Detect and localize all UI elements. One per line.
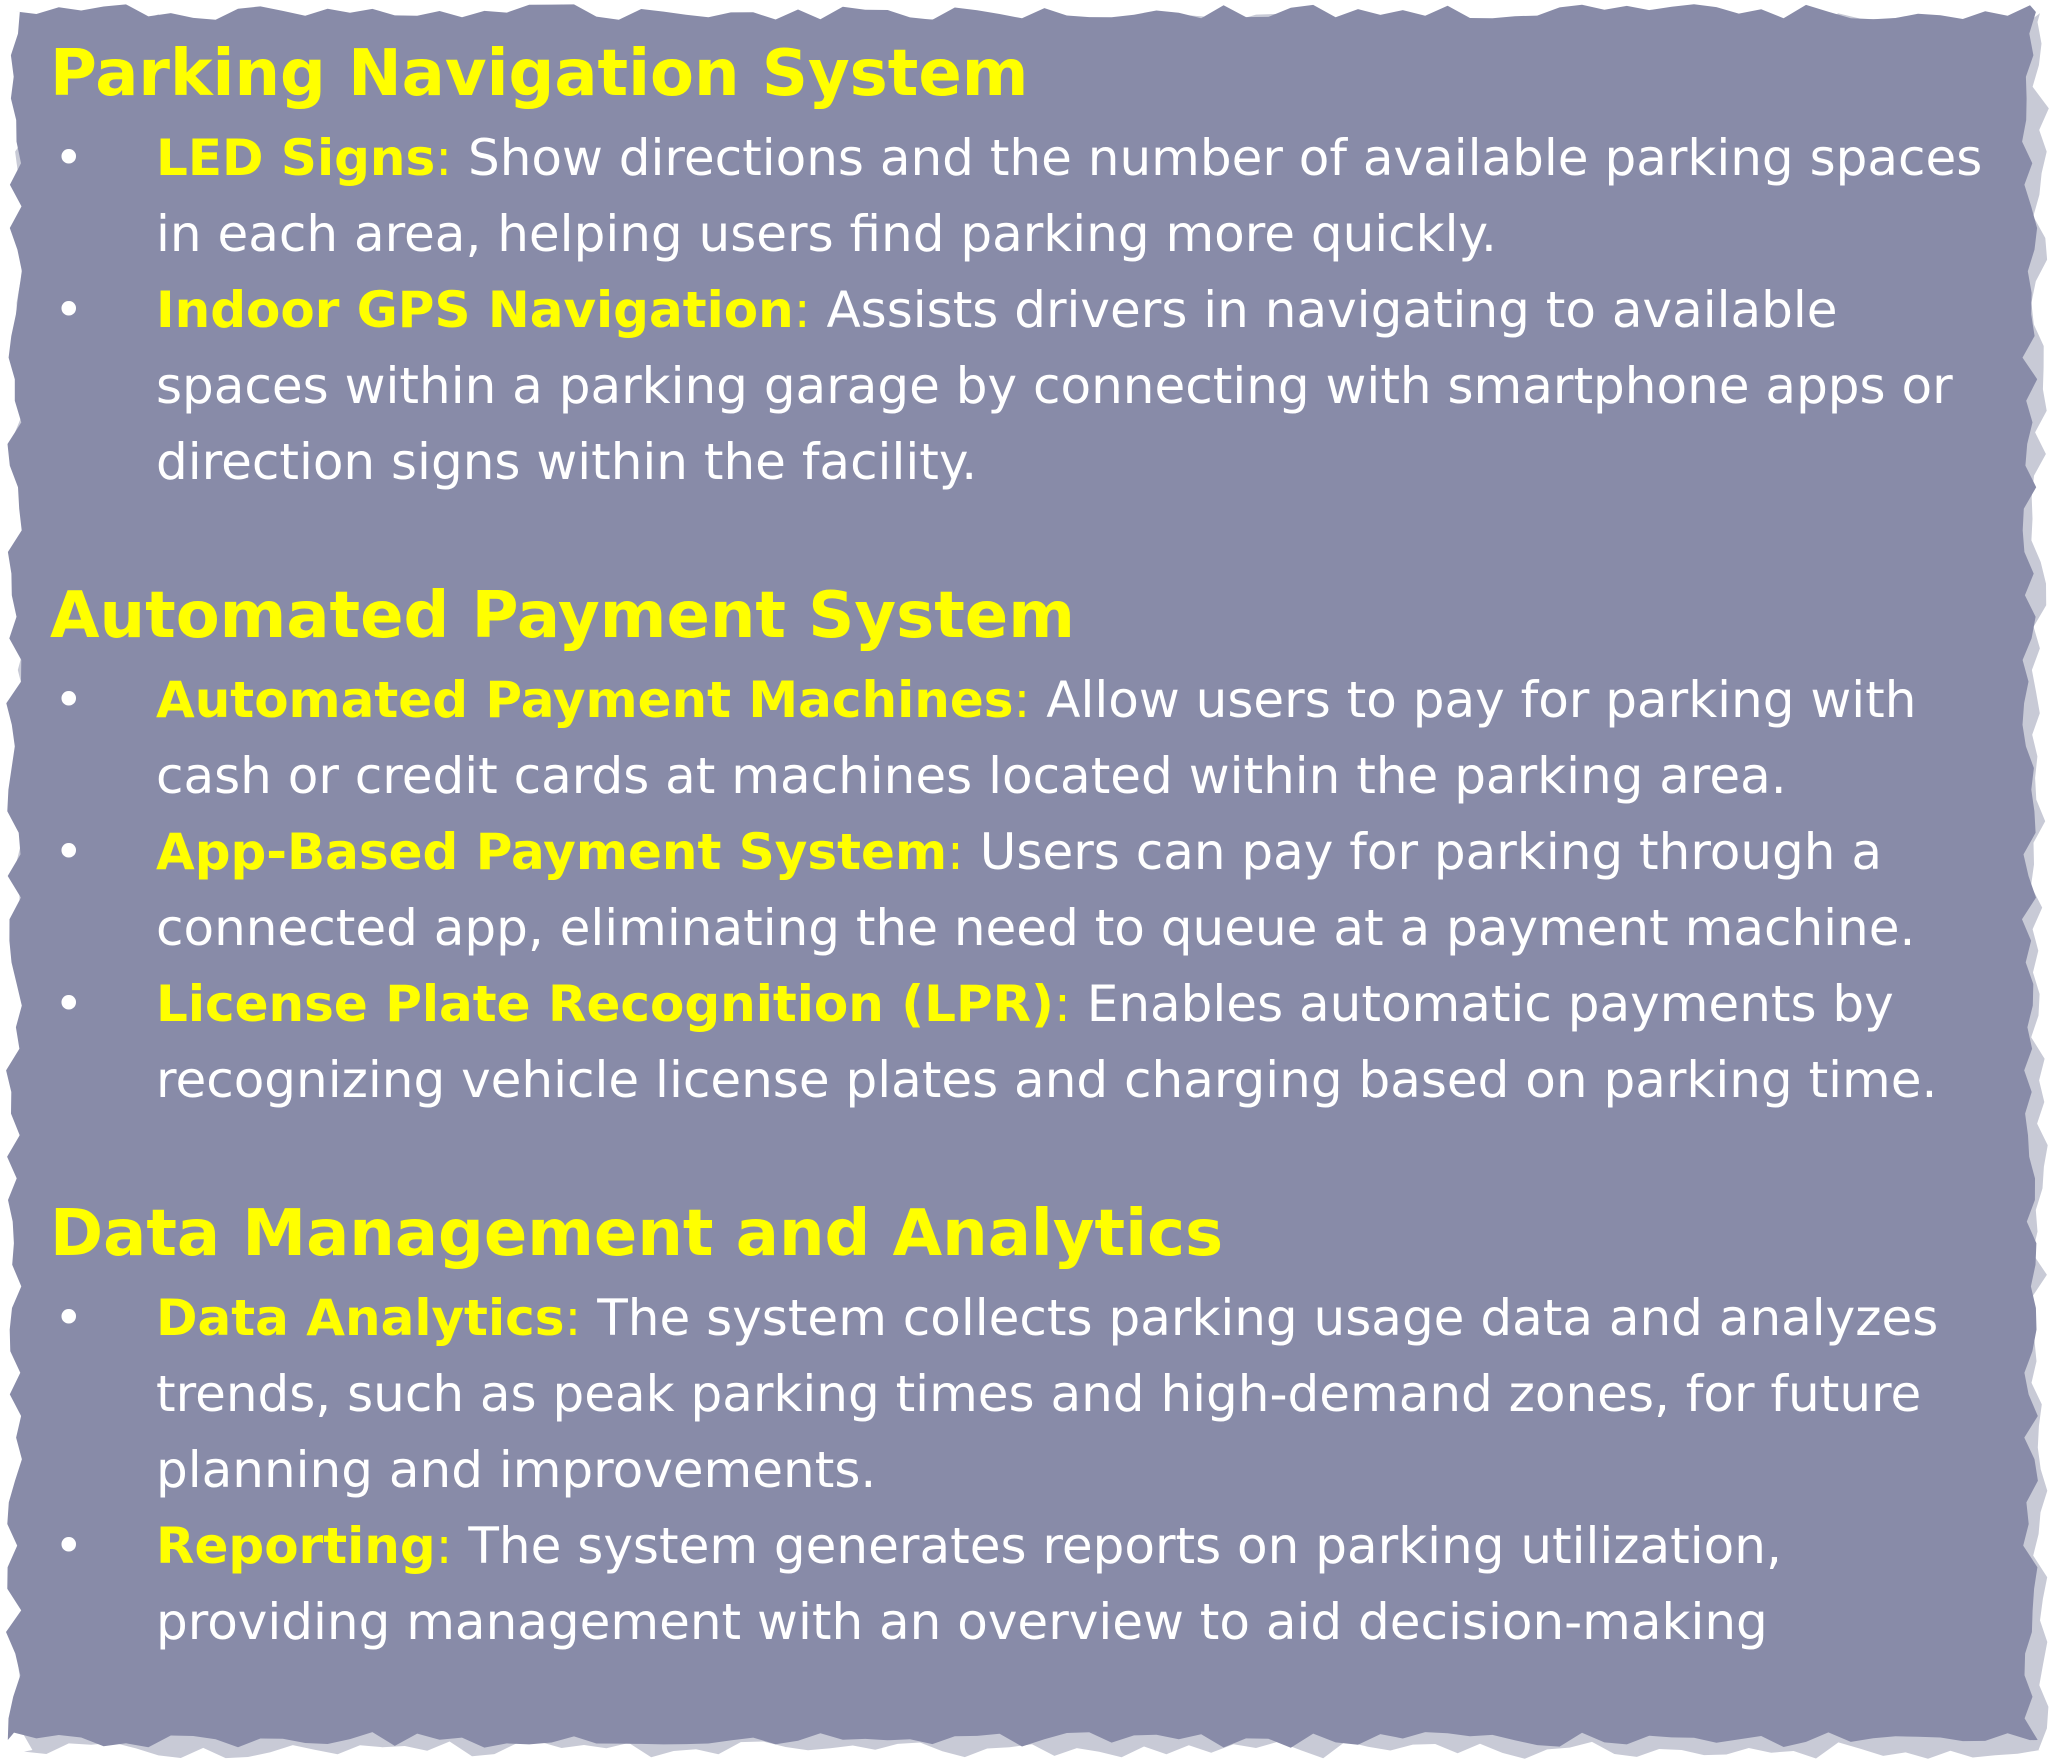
section-title: Automated Payment System (50, 579, 1075, 653)
content-area: Parking Navigation System • LED Signs: S… (50, 28, 2010, 1660)
torn-paper-panel (6, 4, 2038, 1748)
bullet-icon: • (54, 823, 84, 881)
list-item: • Automated Payment Machines: Allow user… (50, 662, 2010, 814)
bullet-icon: • (54, 1517, 84, 1575)
term-separator: : (564, 1289, 582, 1347)
item-description: Show directions and the number of availa… (156, 129, 1983, 263)
term-separator: : (947, 823, 964, 881)
list-item: • LED Signs: Show directions and the num… (50, 120, 2010, 272)
section-automated-payment: Automated Payment System • Automated Pay… (50, 570, 2010, 1118)
item-term: Data Analytics (156, 1289, 565, 1347)
section-title: Parking Navigation System (50, 37, 1029, 111)
item-description: Enables automatic payments by recognizin… (156, 975, 1938, 1109)
item-term: Indoor GPS Navigation (156, 281, 794, 339)
item-term: License Plate Recognition (LPR) (156, 975, 1054, 1033)
bullet-icon: • (54, 671, 84, 729)
list-item: • Indoor GPS Navigation: Assists drivers… (50, 272, 2010, 500)
item-term: App-Based Payment System (156, 823, 948, 881)
list-item: • License Plate Recognition (LPR): Enabl… (50, 966, 2010, 1118)
item-description: Allow users to pay for parking with cash… (156, 671, 1917, 805)
bullet-list: • LED Signs: Show directions and the num… (50, 120, 2010, 500)
term-separator: : (435, 1517, 453, 1575)
term-separator: : (1013, 671, 1031, 729)
item-term: LED Signs (156, 129, 436, 187)
item-description: Users can pay for parking through a conn… (156, 823, 1916, 957)
item-description: The system generates reports on parking … (156, 1517, 1782, 1651)
bullet-list: • Data Analytics: The system collects pa… (50, 1280, 2010, 1660)
bullet-icon: • (54, 281, 84, 339)
term-separator: : (435, 129, 453, 187)
list-item: • App-Based Payment System: Users can pa… (50, 814, 2010, 966)
section-data-management: Data Management and Analytics • Data Ana… (50, 1188, 2010, 1660)
item-term: Automated Payment Machines (156, 671, 1014, 729)
bullet-icon: • (54, 975, 84, 1033)
list-item: • Reporting: The system generates report… (50, 1508, 2010, 1660)
term-separator: : (793, 281, 811, 339)
bullet-icon: • (54, 129, 84, 187)
bullet-icon: • (54, 1289, 84, 1347)
section-parking-navigation: Parking Navigation System • LED Signs: S… (50, 28, 2010, 500)
section-title: Data Management and Analytics (50, 1197, 1224, 1271)
item-description: Assists drivers in navigating to availab… (156, 281, 1953, 491)
term-separator: : (1054, 975, 1071, 1033)
item-description: The system collects parking usage data a… (156, 1289, 1939, 1499)
bullet-list: • Automated Payment Machines: Allow user… (50, 662, 2010, 1118)
list-item: • Data Analytics: The system collects pa… (50, 1280, 2010, 1508)
item-term: Reporting (156, 1517, 436, 1575)
